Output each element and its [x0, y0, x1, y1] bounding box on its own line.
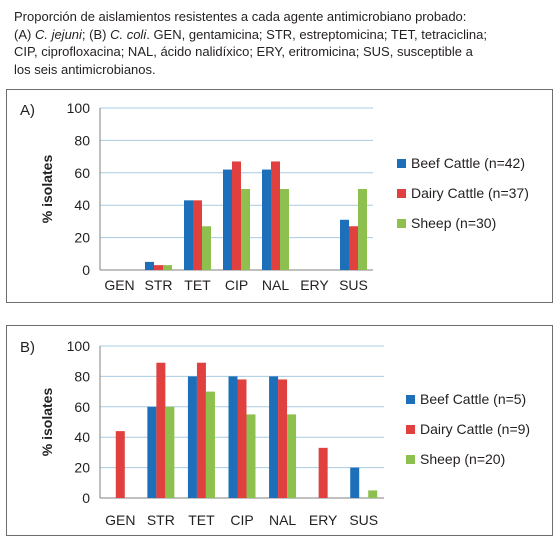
- panel-a-bar-beef-tet: [184, 200, 193, 270]
- panel-a-x-tick-label-gen: GEN: [104, 277, 134, 293]
- panel-a-bar-beef-cip: [223, 169, 232, 270]
- panel-a-x-tick-label-nal: NAL: [262, 277, 289, 293]
- panel-b-legend-swatch-beef: [406, 395, 415, 404]
- panel-b-bar-dairy-nal: [278, 379, 288, 498]
- panel-b-bar-beef-nal: [269, 376, 279, 498]
- panel-a-x-tick-label-ery: ERY: [300, 277, 329, 293]
- figure-caption: Proporción de aislamientos resistentes a…: [14, 8, 549, 78]
- panel-b-y-tick-label: 80: [74, 368, 90, 384]
- panel-a-bar-dairy-tet: [193, 200, 202, 270]
- panel-a-y-tick-label: 0: [82, 262, 90, 278]
- panel-b-y-tick-label: 20: [74, 460, 90, 476]
- panel-a-bar-dairy-nal: [271, 161, 280, 270]
- panel-b-bar-dairy-str: [156, 362, 166, 498]
- panel-b-legend-swatch-dairy: [406, 425, 415, 434]
- panel-b-bar-beef-str: [147, 406, 157, 498]
- panel-b-bar-beef-tet: [187, 376, 197, 498]
- panel-a-bar-beef-nal: [262, 169, 271, 270]
- panel-a-bar-sheep-nal: [280, 189, 289, 270]
- panel-a-y-tick-label: 40: [74, 197, 90, 213]
- panel-a-bar-sheep-str: [163, 265, 172, 270]
- panel-b-y-tick-label: 40: [74, 429, 90, 445]
- panel-b-bar-dairy-cip: [237, 379, 247, 498]
- panel-b-x-tick-label-ery: ERY: [309, 512, 338, 528]
- panel-a-y-axis-title: % isolates: [39, 155, 55, 224]
- panel-a-x-tick-label-cip: CIP: [225, 277, 248, 293]
- panel-b-label: B): [20, 339, 35, 356]
- panel-b-bar-beef-sus: [350, 467, 360, 498]
- panel-b-legend-label-beef: Beef Cattle (n=5): [420, 391, 526, 407]
- panel-b-bar-sheep-nal: [287, 414, 297, 498]
- caption-line-2: (A) C. jejuni; (B) C. coli. GEN, gentami…: [14, 26, 549, 44]
- panel-a-x-tick-label-sus: SUS: [339, 277, 368, 293]
- panel-a-bar-dairy-cip: [232, 161, 241, 270]
- panel-a-y-tick-label: 80: [74, 132, 90, 148]
- panel-b-bar-sheep-sus: [368, 490, 378, 498]
- panel-b-y-tick-label: 100: [67, 338, 91, 354]
- panel-a-legend-label-beef: Beef Cattle (n=42): [411, 155, 525, 171]
- panel-a-bar-sheep-cip: [241, 189, 250, 270]
- panel-a-legend-swatch-sheep: [397, 219, 406, 228]
- panel-a-bar-dairy-sus: [349, 226, 358, 270]
- panel-b-legend-swatch-sheep: [406, 455, 415, 464]
- caption-line-2-b: ; (B): [81, 26, 111, 42]
- panel-a-x-tick-label-tet: TET: [184, 277, 211, 293]
- panel-b-bar-sheep-tet: [205, 391, 215, 498]
- panel-b-x-tick-label-str: STR: [147, 512, 175, 528]
- panel-a-legend-label-dairy: Dairy Cattle (n=37): [411, 185, 529, 201]
- caption-line-1: Proporción de aislamientos resistentes a…: [14, 9, 467, 24]
- panel-b-x-tick-label-gen: GEN: [105, 512, 135, 528]
- caption-species-b: C. coli: [110, 26, 147, 42]
- panel-b-bar-dairy-ery: [318, 447, 328, 498]
- panel-a-bar-beef-sus: [340, 219, 349, 270]
- panel-b-x-tick-label-nal: NAL: [269, 512, 296, 528]
- panel-a-bar-dairy-str: [154, 265, 163, 270]
- panel-b-y-axis-title: % isolates: [39, 388, 55, 457]
- caption-species-a: C. jejuni: [34, 26, 82, 42]
- panel-a-bar-beef-str: [145, 261, 154, 270]
- panel-a-legend-label-sheep: Sheep (n=30): [411, 215, 496, 231]
- panel-a-legend-swatch-dairy: [397, 189, 406, 198]
- panel-a-legend-swatch-beef: [397, 159, 406, 168]
- panel-a-x-tick-label-str: STR: [145, 277, 173, 293]
- panel-b-x-tick-label-tet: TET: [188, 512, 215, 528]
- panel-a-y-tick-label: 60: [74, 165, 90, 181]
- panel-b-y-tick-label: 60: [74, 399, 90, 415]
- panel-a-label: A): [20, 102, 35, 119]
- panel-b-legend-label-dairy: Dairy Cattle (n=9): [420, 421, 530, 437]
- panel-a-bar-sheep-sus: [358, 189, 367, 270]
- panel-b-bar-dairy-gen: [115, 431, 125, 498]
- caption-line-2-c: . GEN, gentamicina; STR, estreptomicina;…: [146, 26, 487, 42]
- panel-b-bar-beef-cip: [228, 376, 238, 498]
- caption-line-4: los seis antimicrobianos.: [14, 61, 156, 77]
- caption-line-2-a: (A): [14, 26, 35, 42]
- panel-b-bar-dairy-tet: [196, 362, 206, 498]
- caption-line-3: CIP, ciprofloxacina; NAL, ácido nalidíxi…: [14, 44, 473, 59]
- panel-b-bar-sheep-cip: [246, 414, 256, 498]
- panel-a-bar-sheep-tet: [202, 226, 211, 270]
- panel-b-x-tick-label-cip: CIP: [230, 512, 253, 528]
- panel-b-legend-label-sheep: Sheep (n=20): [420, 451, 505, 467]
- panel-b-bar-sheep-str: [165, 406, 175, 498]
- panel-a-y-tick-label: 20: [74, 230, 90, 246]
- panel-b-x-tick-label-sus: SUS: [349, 512, 378, 528]
- panel-b-y-tick-label: 0: [82, 490, 90, 506]
- panel-a-y-tick-label: 100: [67, 100, 91, 116]
